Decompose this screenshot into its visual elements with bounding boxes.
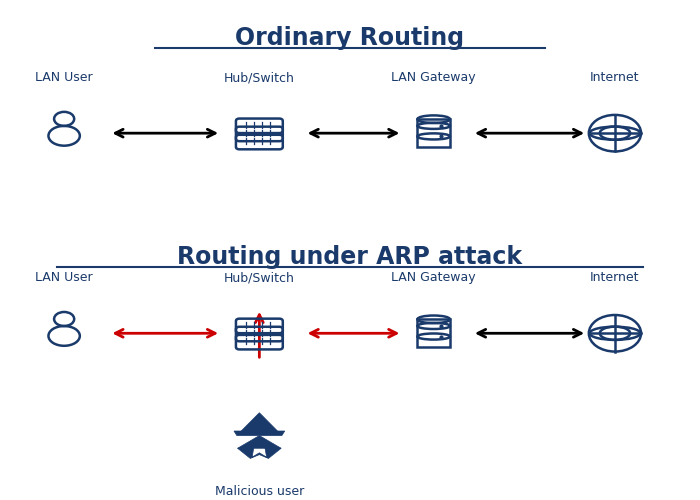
Bar (417, 119, 450, 147)
Polygon shape (237, 436, 281, 448)
Polygon shape (234, 431, 285, 436)
Text: Internet: Internet (590, 72, 640, 85)
Text: LAN Gateway: LAN Gateway (391, 72, 476, 85)
Text: Ordinary Routing: Ordinary Routing (235, 26, 465, 50)
Text: LAN User: LAN User (35, 272, 93, 284)
Polygon shape (241, 412, 277, 431)
Text: LAN Gateway: LAN Gateway (391, 272, 476, 284)
Bar (417, 320, 450, 347)
Text: Hub/Switch: Hub/Switch (224, 72, 295, 85)
Text: Malicious user: Malicious user (215, 484, 304, 498)
Text: Routing under ARP attack: Routing under ARP attack (177, 246, 523, 270)
Text: Internet: Internet (590, 272, 640, 284)
Text: Hub/Switch: Hub/Switch (224, 272, 295, 284)
Text: LAN User: LAN User (35, 72, 93, 85)
Polygon shape (237, 447, 281, 458)
